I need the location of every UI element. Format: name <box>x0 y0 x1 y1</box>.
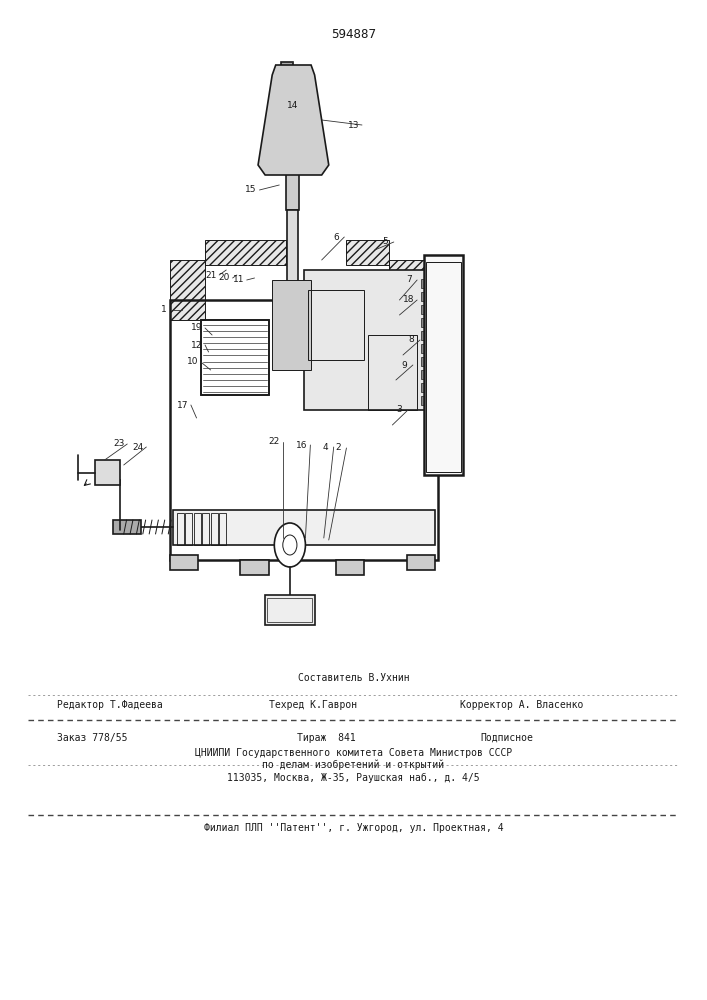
Bar <box>173 510 435 545</box>
Bar <box>346 240 389 265</box>
Bar <box>421 279 431 288</box>
Text: 2: 2 <box>335 444 341 452</box>
Bar <box>265 595 315 625</box>
Bar <box>389 260 438 320</box>
Bar <box>426 262 461 472</box>
Bar <box>426 262 461 472</box>
Bar <box>421 318 431 327</box>
Bar <box>308 290 364 360</box>
Bar <box>170 300 438 560</box>
Bar <box>202 513 209 545</box>
Bar <box>281 62 293 72</box>
Text: 17: 17 <box>177 400 188 410</box>
Bar <box>424 255 463 475</box>
Bar <box>170 555 198 570</box>
Bar <box>304 270 431 410</box>
Text: 9: 9 <box>402 360 407 369</box>
Bar <box>272 280 311 370</box>
Circle shape <box>274 523 305 567</box>
Text: 113035, Москва, Ж-35, Раушская наб., д. 4/5: 113035, Москва, Ж-35, Раушская наб., д. … <box>227 773 480 783</box>
Bar <box>308 290 364 360</box>
Text: 8: 8 <box>409 336 414 344</box>
Text: Подписное: Подписное <box>481 733 534 743</box>
Text: 16: 16 <box>296 440 308 450</box>
Bar <box>421 331 431 340</box>
Bar <box>170 260 205 320</box>
Bar <box>211 513 218 545</box>
Text: 594887: 594887 <box>331 28 376 41</box>
Text: 23: 23 <box>113 440 124 448</box>
Bar <box>113 520 141 534</box>
Text: Корректор А. Власенко: Корректор А. Власенко <box>460 700 583 710</box>
Text: 22: 22 <box>269 438 280 446</box>
Bar <box>201 320 269 395</box>
Bar <box>194 513 201 545</box>
Bar <box>201 320 269 395</box>
Bar <box>219 513 226 545</box>
Bar <box>240 560 269 575</box>
Text: 13: 13 <box>348 120 359 129</box>
Bar <box>170 260 205 320</box>
Text: 14: 14 <box>287 101 298 109</box>
Text: 12: 12 <box>191 340 202 350</box>
Text: 3: 3 <box>397 406 402 414</box>
Text: 18: 18 <box>403 296 414 304</box>
Bar <box>205 240 286 265</box>
Bar <box>336 560 364 575</box>
Text: 11: 11 <box>233 275 244 284</box>
Text: 20: 20 <box>218 273 230 282</box>
Bar <box>421 292 431 301</box>
Bar <box>421 357 431 366</box>
Text: 19: 19 <box>191 324 202 332</box>
Bar <box>421 383 431 392</box>
Text: 5: 5 <box>382 237 388 246</box>
Text: Техред К.Гаврон: Техред К.Гаврон <box>269 700 357 710</box>
Text: 4: 4 <box>322 442 328 452</box>
Text: Заказ 778/55: Заказ 778/55 <box>57 733 127 743</box>
Bar <box>267 598 312 622</box>
Text: 15: 15 <box>245 186 257 194</box>
Bar <box>421 344 431 353</box>
Polygon shape <box>258 65 329 175</box>
Text: 7: 7 <box>406 275 411 284</box>
Bar <box>368 335 417 410</box>
Text: Тираж  841: Тираж 841 <box>297 733 356 743</box>
Bar <box>346 240 389 265</box>
Bar <box>368 335 417 410</box>
Bar <box>287 210 298 300</box>
Bar <box>205 240 286 265</box>
Bar <box>421 396 431 405</box>
Text: Филиал ПЛП ''Патент'', г. Ужгород, ул. Проектная, 4: Филиал ПЛП ''Патент'', г. Ужгород, ул. П… <box>204 823 503 833</box>
Bar <box>177 513 184 545</box>
Bar <box>286 170 299 210</box>
Bar <box>421 370 431 379</box>
Bar <box>389 260 438 320</box>
Bar <box>185 513 192 545</box>
Text: 1: 1 <box>161 306 167 314</box>
Text: 10: 10 <box>187 358 198 366</box>
Text: 21: 21 <box>205 270 216 279</box>
Text: 6: 6 <box>333 232 339 241</box>
Text: Редактор Т.Фадеева: Редактор Т.Фадеева <box>57 700 163 710</box>
Bar <box>407 555 435 570</box>
Text: ЦНИИПИ Государственного комитета Совета Министров СССР: ЦНИИПИ Государственного комитета Совета … <box>195 748 512 758</box>
Text: 24: 24 <box>132 442 144 452</box>
Text: по делам изобретений и открытий: по делам изобретений и открытий <box>262 760 445 770</box>
Bar <box>95 460 120 485</box>
Bar <box>421 305 431 314</box>
Text: Составитель В.Ухнин: Составитель В.Ухнин <box>298 673 409 683</box>
